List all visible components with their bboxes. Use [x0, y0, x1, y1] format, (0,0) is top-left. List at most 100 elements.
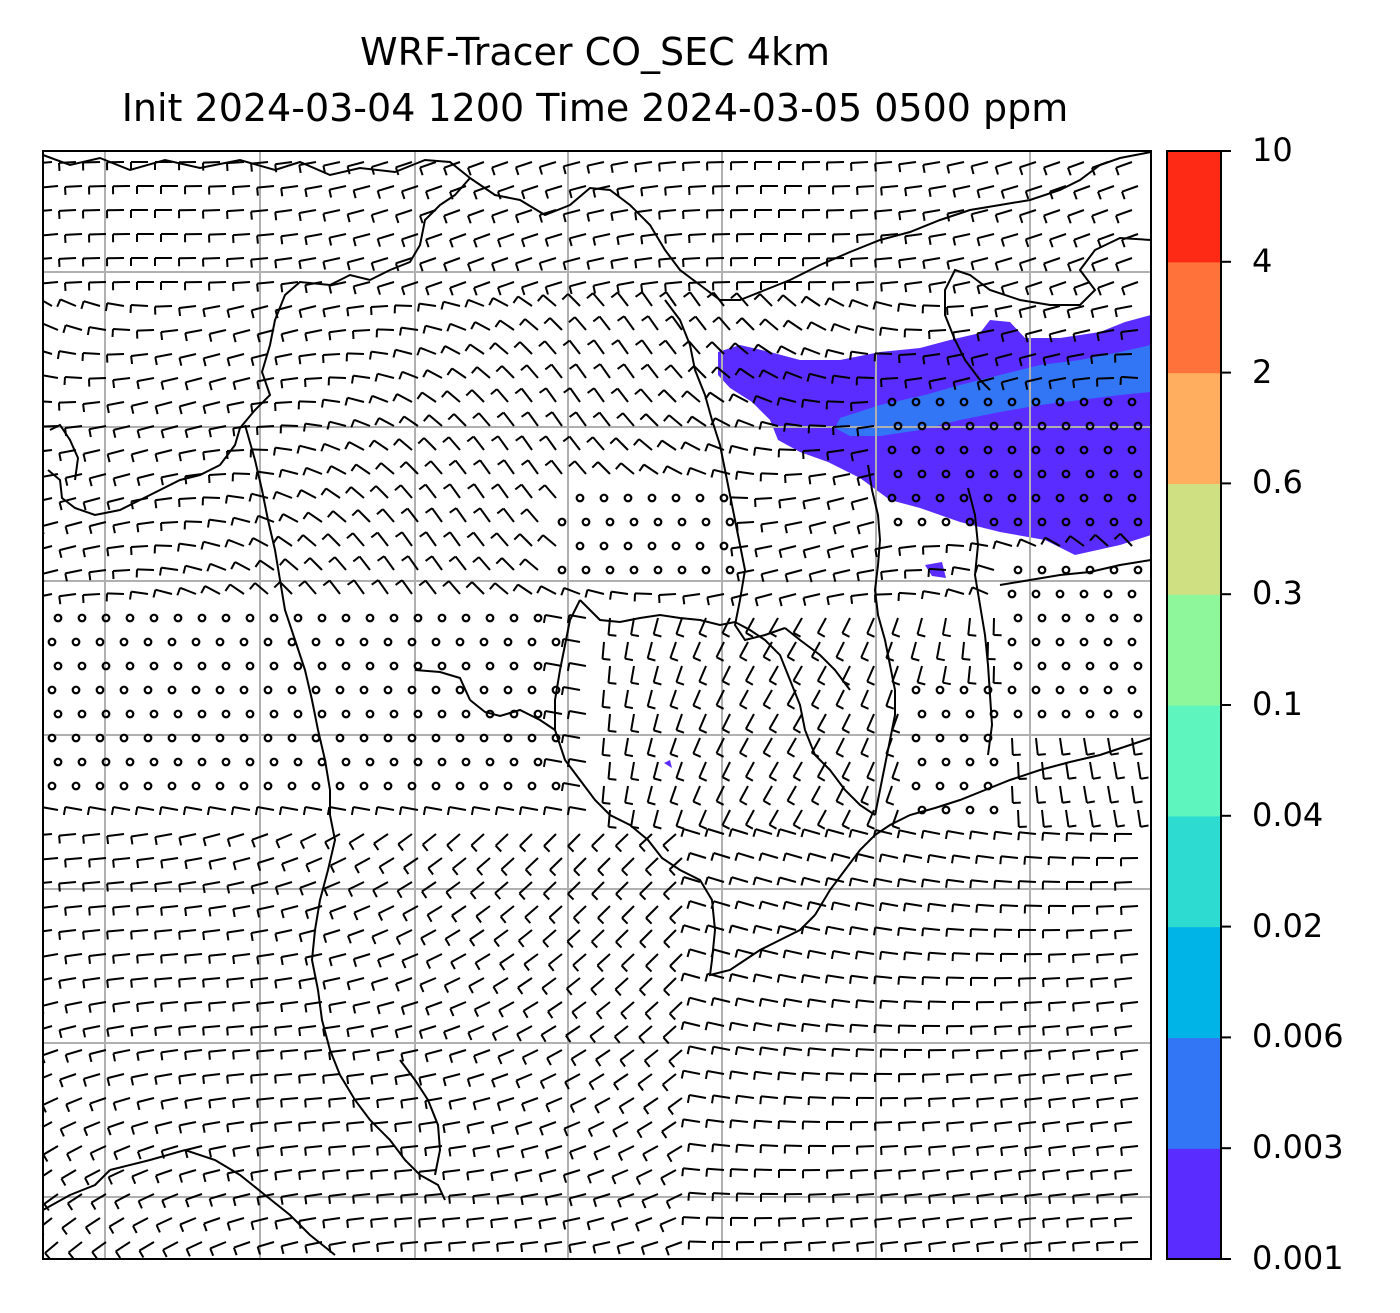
wind-barb-staff	[587, 209, 605, 215]
wind-barb-flag	[946, 213, 951, 222]
wind-barb	[370, 531, 389, 547]
wind-barb	[466, 1121, 485, 1134]
wind-barb-staff	[637, 1073, 653, 1085]
calm-wind-marker	[293, 709, 303, 719]
wind-barb-flag	[560, 686, 565, 696]
wind-barb	[136, 905, 155, 916]
wind-barb-staff	[971, 209, 989, 216]
wind-barb-flag	[566, 758, 571, 768]
wind-barb-flag	[752, 343, 759, 352]
wind-barb-flag	[256, 235, 259, 244]
wind-barb-flag	[782, 853, 787, 862]
wind-barb	[640, 185, 659, 197]
wind-barb-flag	[303, 557, 311, 565]
wind-barb-flag	[783, 423, 787, 432]
wind-barb-flag	[280, 236, 284, 245]
wind-barb-staff	[550, 459, 563, 475]
wind-barb-flag	[945, 928, 949, 937]
wind-barb	[873, 352, 893, 362]
wind-barb-staff	[395, 977, 413, 985]
wind-barb-staff	[208, 281, 227, 284]
wind-barb-staff	[1073, 281, 1091, 289]
wind-barb	[512, 295, 533, 307]
wind-barb-staff	[539, 257, 557, 264]
wind-barb	[745, 761, 755, 782]
wind-barb	[1120, 1001, 1139, 1012]
wind-barb-flag	[256, 956, 260, 965]
wind-barb	[591, 881, 605, 901]
wind-barb	[688, 281, 707, 292]
calm-wind-marker	[1031, 589, 1041, 599]
wind-barb-staff	[43, 299, 53, 307]
wind-barb-flag	[472, 556, 480, 564]
calm-wind-marker	[983, 733, 993, 743]
wind-barb-staff	[208, 185, 227, 188]
wind-barb-staff	[663, 929, 677, 943]
wind-barb-staff	[827, 974, 845, 979]
wind-barb	[712, 316, 731, 331]
wind-barb-flag	[178, 406, 183, 415]
wind-barb-flag	[1048, 287, 1054, 296]
wind-barb	[645, 953, 659, 973]
wind-barb	[280, 233, 299, 245]
wind-barb-flag	[800, 295, 807, 304]
wind-barb-staff	[478, 412, 491, 427]
wind-barb-staff	[615, 833, 629, 847]
wind-barb-staff	[591, 833, 605, 847]
wind-barb-staff	[371, 977, 389, 984]
wind-barb-staff	[809, 521, 827, 528]
wind-barb	[448, 555, 467, 571]
wind-barb-staff	[323, 257, 341, 263]
wind-barb-staff	[251, 881, 269, 888]
wind-barb	[547, 953, 563, 972]
wind-barb-flag	[841, 776, 850, 782]
calm-wind-marker	[935, 685, 945, 695]
wind-barb-flag	[736, 573, 740, 582]
wind-barb-staff	[377, 281, 395, 288]
wind-barb-staff	[209, 806, 227, 811]
wind-barb-flag	[566, 662, 571, 672]
wind-barb-flag	[1120, 1051, 1124, 1061]
wind-barb-staff	[539, 1121, 557, 1129]
wind-barb	[941, 665, 951, 686]
wind-barb-flag	[728, 925, 733, 934]
wind-barb	[374, 372, 395, 382]
wind-barb	[256, 857, 275, 871]
wind-barb	[184, 185, 203, 195]
wind-barb	[1067, 209, 1085, 224]
wind-barb-staff	[324, 833, 341, 843]
wind-barb-staff	[330, 465, 347, 475]
wind-barb-staff	[707, 1070, 725, 1075]
wind-barb	[715, 689, 725, 710]
wind-barb-flag	[184, 1100, 188, 1109]
wind-barb-flag	[630, 825, 640, 830]
wind-barb	[874, 257, 893, 268]
wind-barb-staff	[574, 316, 587, 331]
wind-barb-staff	[474, 321, 491, 331]
wind-barb-staff	[941, 665, 947, 683]
wind-barb-staff	[712, 185, 731, 188]
wind-barb-flag	[710, 852, 715, 861]
calm-wind-marker	[245, 661, 255, 671]
wind-barb-flag	[64, 907, 67, 916]
calm-wind-marker	[71, 781, 81, 791]
wind-barb-flag	[640, 188, 644, 197]
wind-barb	[951, 952, 971, 962]
wind-barb	[826, 1120, 845, 1130]
wind-barb-flag	[226, 450, 229, 460]
wind-barb-flag	[1072, 333, 1077, 342]
wind-barb	[160, 233, 178, 242]
wind-barb-staff	[923, 829, 941, 835]
wind-barb	[202, 257, 221, 267]
wind-barb	[783, 1046, 803, 1056]
wind-barb-flag	[676, 825, 685, 830]
wind-barb-staff	[929, 951, 947, 955]
wind-barb-staff	[395, 1025, 413, 1032]
wind-barb-flag	[730, 292, 738, 300]
wind-barb-staff	[566, 977, 581, 990]
wind-barb-staff	[43, 1121, 53, 1128]
wind-barb-flag	[298, 980, 302, 990]
wind-barb	[136, 857, 155, 869]
wind-barb-staff	[59, 449, 77, 455]
wind-barb-staff	[257, 377, 275, 383]
